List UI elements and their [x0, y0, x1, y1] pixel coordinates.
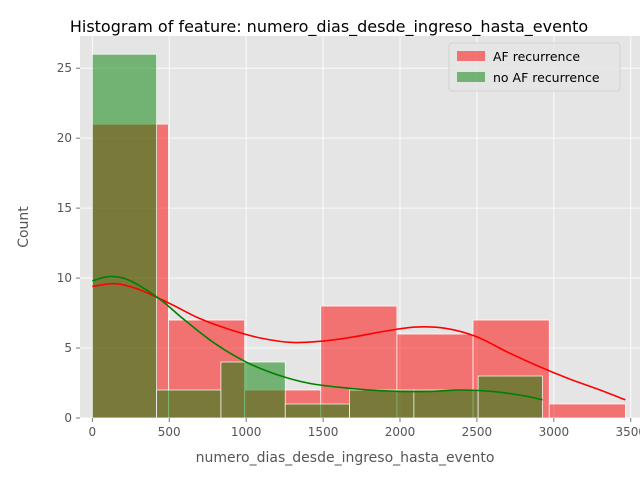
legend: AF recurrence no AF recurrence [448, 42, 621, 92]
legend-label-af-recurrence: AF recurrence [493, 49, 580, 64]
x-tick-label: 1000 [231, 425, 262, 439]
histogram-bar-no-af-recurrence [284, 403, 350, 419]
y-tick-label: 5 [64, 341, 72, 355]
histogram-bars [91, 53, 626, 419]
x-tick-label: 1500 [308, 425, 339, 439]
y-tick-label: 25 [57, 61, 72, 75]
histogram-bar-af-recurrence [548, 403, 626, 419]
legend-swatch-no-af-recurrence [457, 72, 485, 82]
chart-title: Histogram of feature: numero_dias_desde_… [70, 17, 588, 37]
y-tick-label: 20 [57, 131, 72, 145]
x-tick-label: 3000 [539, 425, 570, 439]
y-tick-label: 10 [57, 271, 72, 285]
histogram-bar-no-af-recurrence [413, 389, 479, 419]
x-tick-label: 2500 [462, 425, 493, 439]
legend-label-no-af-recurrence: no AF recurrence [493, 70, 600, 85]
x-axis-label: numero_dias_desde_ingreso_hasta_evento [196, 450, 495, 466]
legend-box [448, 42, 621, 92]
histogram-bar-no-af-recurrence [156, 389, 222, 419]
kde-line-no-af-recurrence [92, 275, 543, 401]
y-tick-label: 15 [57, 201, 72, 215]
histogram-bar-no-af-recurrence [220, 361, 286, 419]
x-tick-label: 2000 [385, 425, 416, 439]
y-tick-label: 0 [64, 411, 72, 425]
legend-swatch-af-recurrence [457, 51, 485, 61]
kde-line-af-recurrence [92, 282, 626, 401]
x-tick-label: 0 [88, 425, 96, 439]
x-tick-label: 500 [158, 425, 181, 439]
y-axis-label: Count [16, 206, 32, 248]
kde-curves [92, 275, 626, 401]
histogram-bar-no-af-recurrence [91, 53, 157, 419]
histogram-bar-no-af-recurrence [349, 389, 415, 419]
